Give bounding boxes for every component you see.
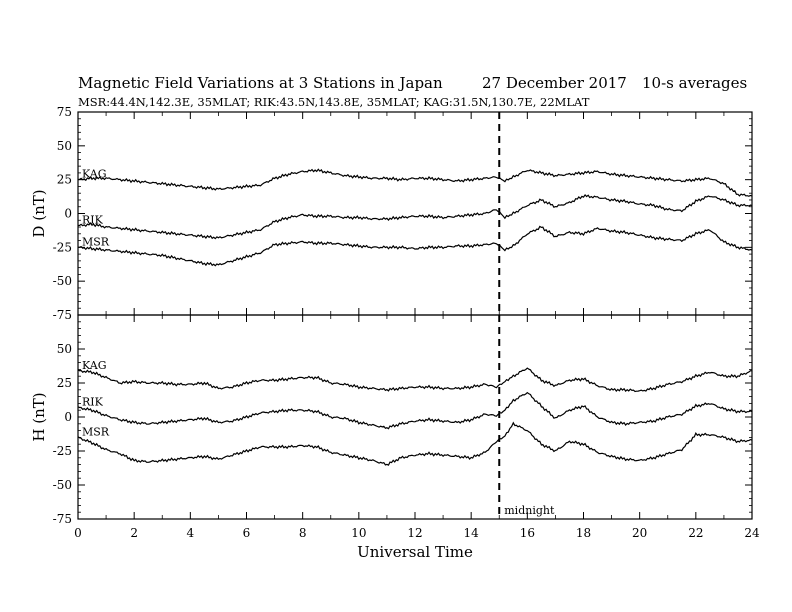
chart-date: 27 December 2017 [482, 74, 627, 92]
bottom-series-kag [77, 367, 753, 393]
top-panel-frame [77, 111, 753, 316]
top-ytick-label: 50 [57, 139, 72, 153]
xtick-label: 4 [187, 526, 195, 540]
top-ytick-label: 0 [64, 207, 72, 221]
top-series-label-rik: RIK [82, 214, 104, 227]
top-ytick-label: -25 [53, 240, 72, 254]
bottom-y-axis-label: H (nT) [30, 392, 48, 441]
midnight-label: midnight [504, 504, 555, 517]
bottom-series-label-rik: RIK [82, 395, 104, 408]
top-ytick-label: 25 [57, 173, 72, 187]
xtick-label: 6 [243, 526, 251, 540]
bottom-ytick-label: -75 [53, 512, 72, 526]
top-series-kag [77, 168, 753, 197]
x-axis-label: Universal Time [357, 543, 473, 561]
top-series-label-msr: MSR [82, 235, 110, 248]
chart-title: Magnetic Field Variations at 3 Stations … [78, 74, 443, 92]
bottom-ytick-label: 25 [57, 376, 72, 390]
top-ytick-label: -50 [53, 274, 72, 288]
xtick-label: 8 [299, 526, 307, 540]
xtick-label: 24 [744, 526, 760, 540]
station-info: MSR:44.4N,142.3E, 35MLAT; RIK:43.5N,143.… [78, 95, 590, 109]
xtick-label: 0 [74, 526, 82, 540]
bottom-series-label-kag: KAG [82, 359, 107, 372]
bottom-series-rik [77, 391, 753, 430]
xtick-label: 18 [576, 526, 591, 540]
bottom-ytick-label: 50 [57, 342, 72, 356]
bottom-series-label-msr: MSR [82, 425, 110, 438]
top-ytick-label: -75 [53, 308, 72, 322]
top-series-label-kag: KAG [82, 168, 107, 181]
xtick-label: 20 [632, 526, 647, 540]
xtick-label: 10 [351, 526, 366, 540]
top-series-msr [77, 225, 753, 267]
xtick-label: 22 [688, 526, 703, 540]
top-y-axis-label: D (nT) [30, 189, 48, 237]
bottom-panel-frame [77, 314, 753, 520]
chart-averaging: 10-s averages [642, 74, 748, 92]
xtick-label: 16 [520, 526, 535, 540]
bottom-series-msr [77, 421, 753, 466]
bottom-ytick-label: -25 [53, 444, 72, 458]
bottom-ytick-label: 0 [64, 410, 72, 424]
xtick-label: 12 [407, 526, 422, 540]
top-ytick-label: 75 [57, 105, 72, 119]
bottom-ytick-label: -50 [53, 478, 72, 492]
xtick-label: 2 [130, 526, 138, 540]
top-series-rik [77, 193, 753, 240]
xtick-label: 14 [464, 526, 480, 540]
